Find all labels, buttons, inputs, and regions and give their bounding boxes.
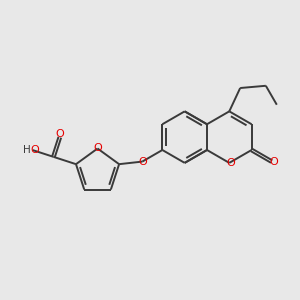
Text: O: O (269, 157, 278, 166)
Text: O: O (56, 129, 64, 139)
Text: O: O (31, 145, 39, 155)
Text: H: H (23, 145, 31, 155)
Text: O: O (226, 158, 235, 168)
Text: O: O (138, 157, 147, 166)
Text: O: O (93, 142, 102, 152)
